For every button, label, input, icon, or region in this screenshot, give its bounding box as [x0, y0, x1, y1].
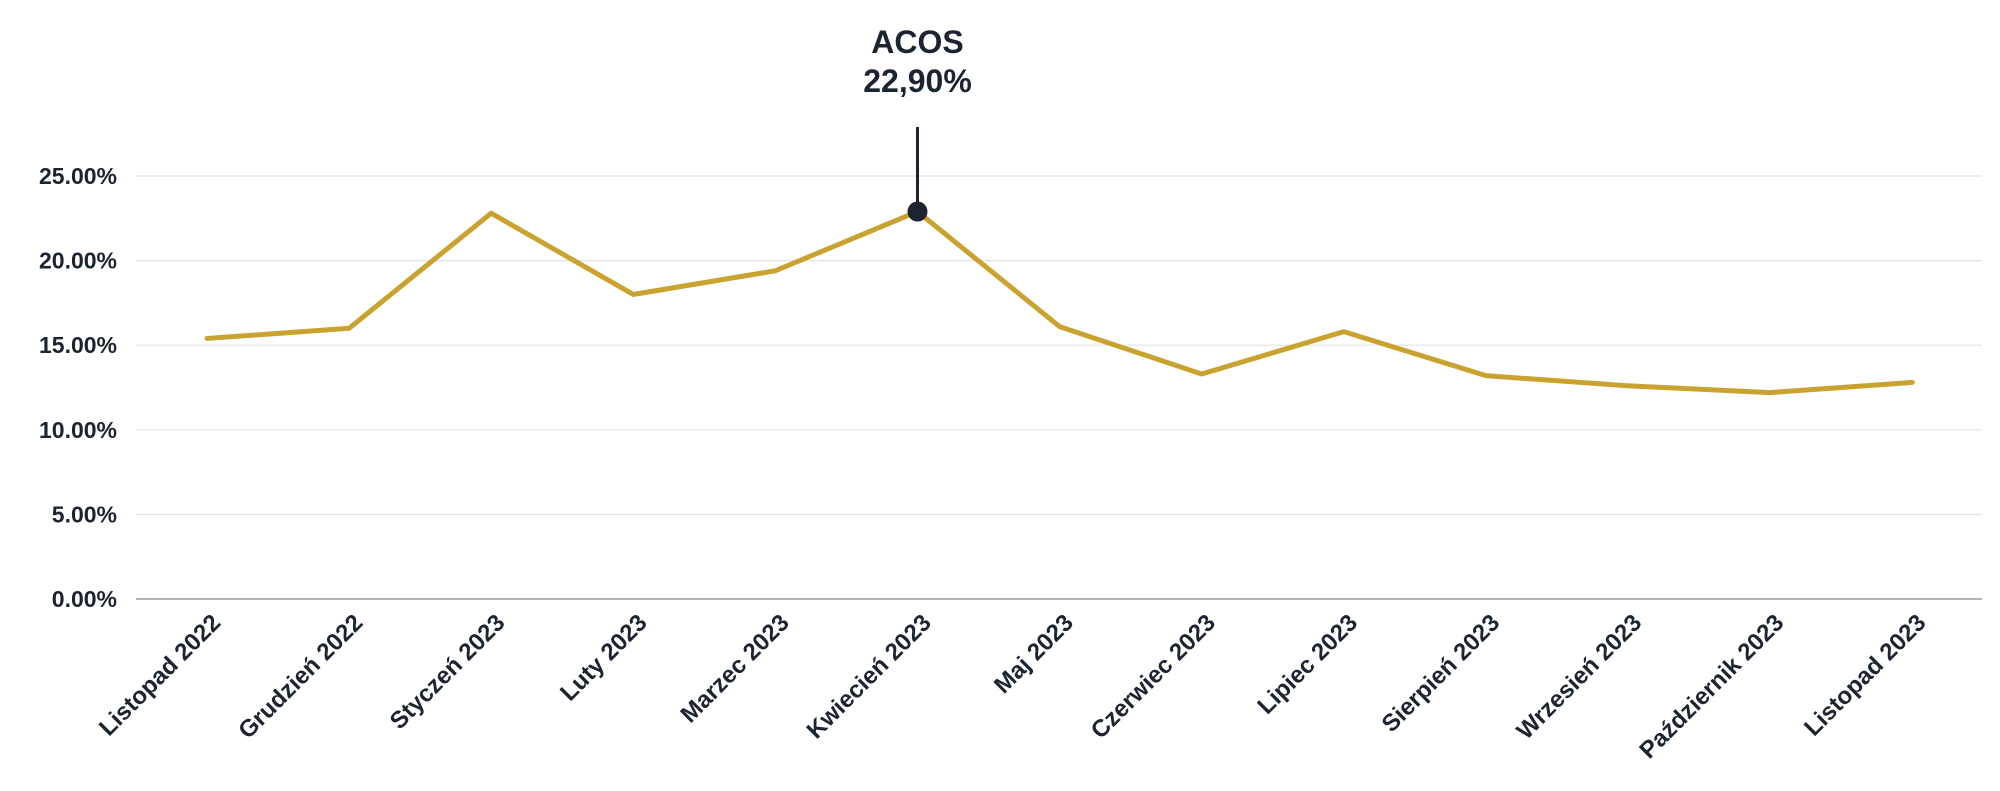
y-tick-label: 5.00% [52, 501, 117, 527]
x-tick-label: Maj 2023 [989, 609, 1079, 699]
data-point[interactable] [1334, 322, 1354, 342]
data-point[interactable] [1760, 383, 1780, 403]
data-point[interactable] [623, 284, 643, 304]
x-tick-label: Luty 2023 [555, 609, 652, 706]
x-tick-label: Sierpień 2023 [1377, 609, 1506, 738]
x-tick-label: Czerwiec 2023 [1086, 609, 1221, 744]
data-point[interactable] [1192, 364, 1212, 384]
data-point[interactable] [1902, 372, 1922, 392]
y-tick-label: 20.00% [39, 248, 117, 274]
x-tick-label: Wrzesień 2023 [1511, 609, 1647, 745]
grid-lines [136, 175, 1982, 600]
x-tick-label: Grudzień 2022 [233, 609, 368, 744]
y-tick-label: 15.00% [39, 332, 117, 358]
x-axis: Listopad 2022 Grudzień 2022 Styczeń 2023 Lu… [94, 609, 1931, 764]
y-tick-label: 10.00% [39, 417, 117, 443]
highlighted-point[interactable] [907, 201, 928, 222]
y-tick-label: 0.00% [52, 586, 117, 612]
x-tick-label: Kwiecień 2023 [802, 609, 937, 744]
data-point[interactable] [481, 203, 501, 223]
x-tick-label: Listopad 2022 [94, 609, 226, 741]
x-tick-label: Lipiec 2023 [1252, 609, 1363, 720]
data-point[interactable] [1618, 376, 1638, 396]
series [197, 203, 1922, 403]
data-point[interactable] [1050, 317, 1070, 337]
data-point[interactable] [197, 328, 217, 348]
x-tick-label: Listopad 2023 [1799, 609, 1931, 741]
data-point[interactable] [765, 261, 785, 281]
y-tick-label: 25.00% [39, 163, 117, 189]
series-line [204, 209, 1915, 396]
annotation-value: 22,90% [863, 63, 972, 99]
data-point[interactable] [1476, 366, 1496, 386]
x-tick-label: Styczeń 2023 [385, 609, 511, 735]
y-axis: 0.00% 5.00% 10.00% 15.00% 20.00% 25.00% [39, 163, 117, 612]
annotation-label: ACOS [871, 24, 963, 60]
tooltip-annotation: ACOS 22,90% [863, 24, 972, 222]
x-tick-label: Marzec 2023 [676, 609, 795, 728]
x-tick-label: Październik 2023 [1634, 609, 1789, 764]
data-point[interactable] [339, 318, 359, 338]
